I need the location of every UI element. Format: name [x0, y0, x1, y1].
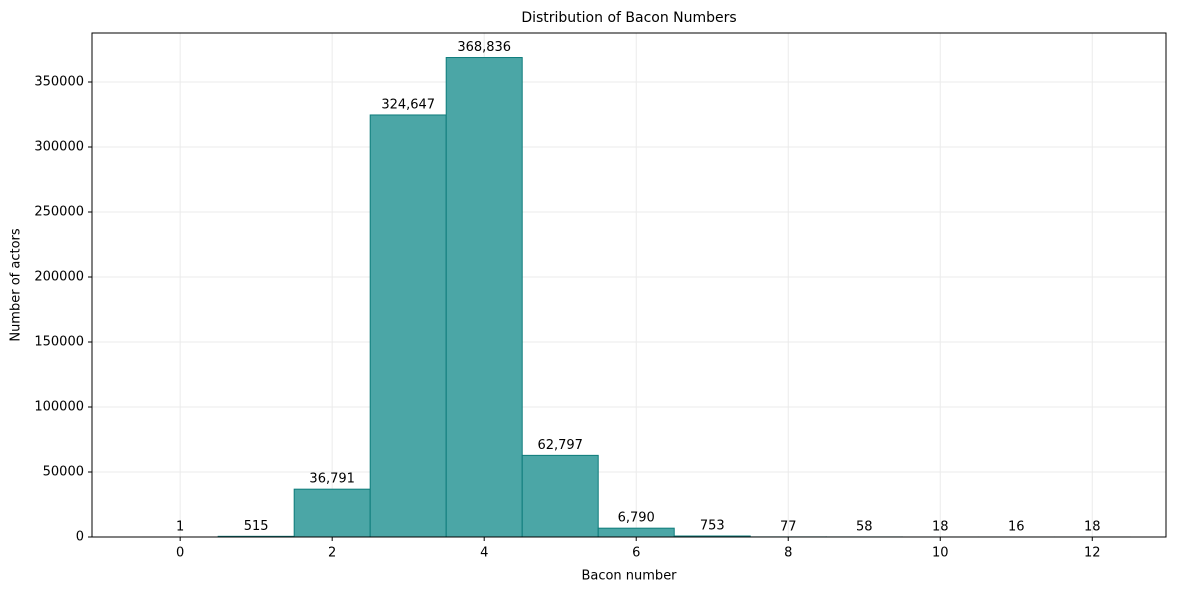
x-tick-label: 4	[480, 546, 488, 561]
x-tick-label: 10	[932, 546, 949, 561]
value-label: 515	[244, 519, 269, 534]
value-label: 324,647	[381, 97, 435, 112]
bar	[293, 488, 371, 538]
value-label: 58	[856, 519, 873, 534]
x-tick-label: 8	[784, 546, 792, 561]
y-axis-label: Number of actors	[9, 228, 24, 342]
y-tick-label: 150000	[34, 335, 84, 350]
plot-frame	[91, 32, 1167, 538]
y-tick-label: 200000	[34, 270, 84, 285]
y-tick-label: 100000	[34, 400, 84, 415]
y-tick-label: 50000	[43, 465, 84, 480]
value-label: 1	[176, 519, 184, 534]
value-label: 77	[780, 519, 797, 534]
x-tick-label: 2	[328, 546, 336, 561]
bar	[369, 114, 447, 538]
value-label: 368,836	[457, 40, 511, 55]
value-label: 62,797	[537, 438, 583, 453]
value-label: 6,790	[618, 511, 655, 526]
value-label: 18	[932, 519, 949, 534]
y-tick-label: 250000	[34, 205, 84, 220]
x-tick-label: 0	[176, 546, 184, 561]
y-tick-label: 300000	[34, 140, 84, 155]
value-label: 753	[700, 519, 725, 534]
value-label: 36,791	[309, 472, 355, 487]
value-label: 18	[1084, 519, 1101, 534]
y-tick-label: 350000	[34, 75, 84, 90]
bar	[597, 527, 675, 538]
bar	[445, 57, 523, 538]
x-tick-label: 6	[632, 546, 640, 561]
bar	[521, 454, 599, 538]
x-axis-label: Bacon number	[581, 569, 677, 584]
x-tick-label: 12	[1084, 546, 1101, 561]
y-tick-label: 0	[76, 530, 84, 545]
chart-title: Distribution of Bacon Numbers	[521, 10, 736, 26]
value-label: 16	[1008, 519, 1025, 534]
